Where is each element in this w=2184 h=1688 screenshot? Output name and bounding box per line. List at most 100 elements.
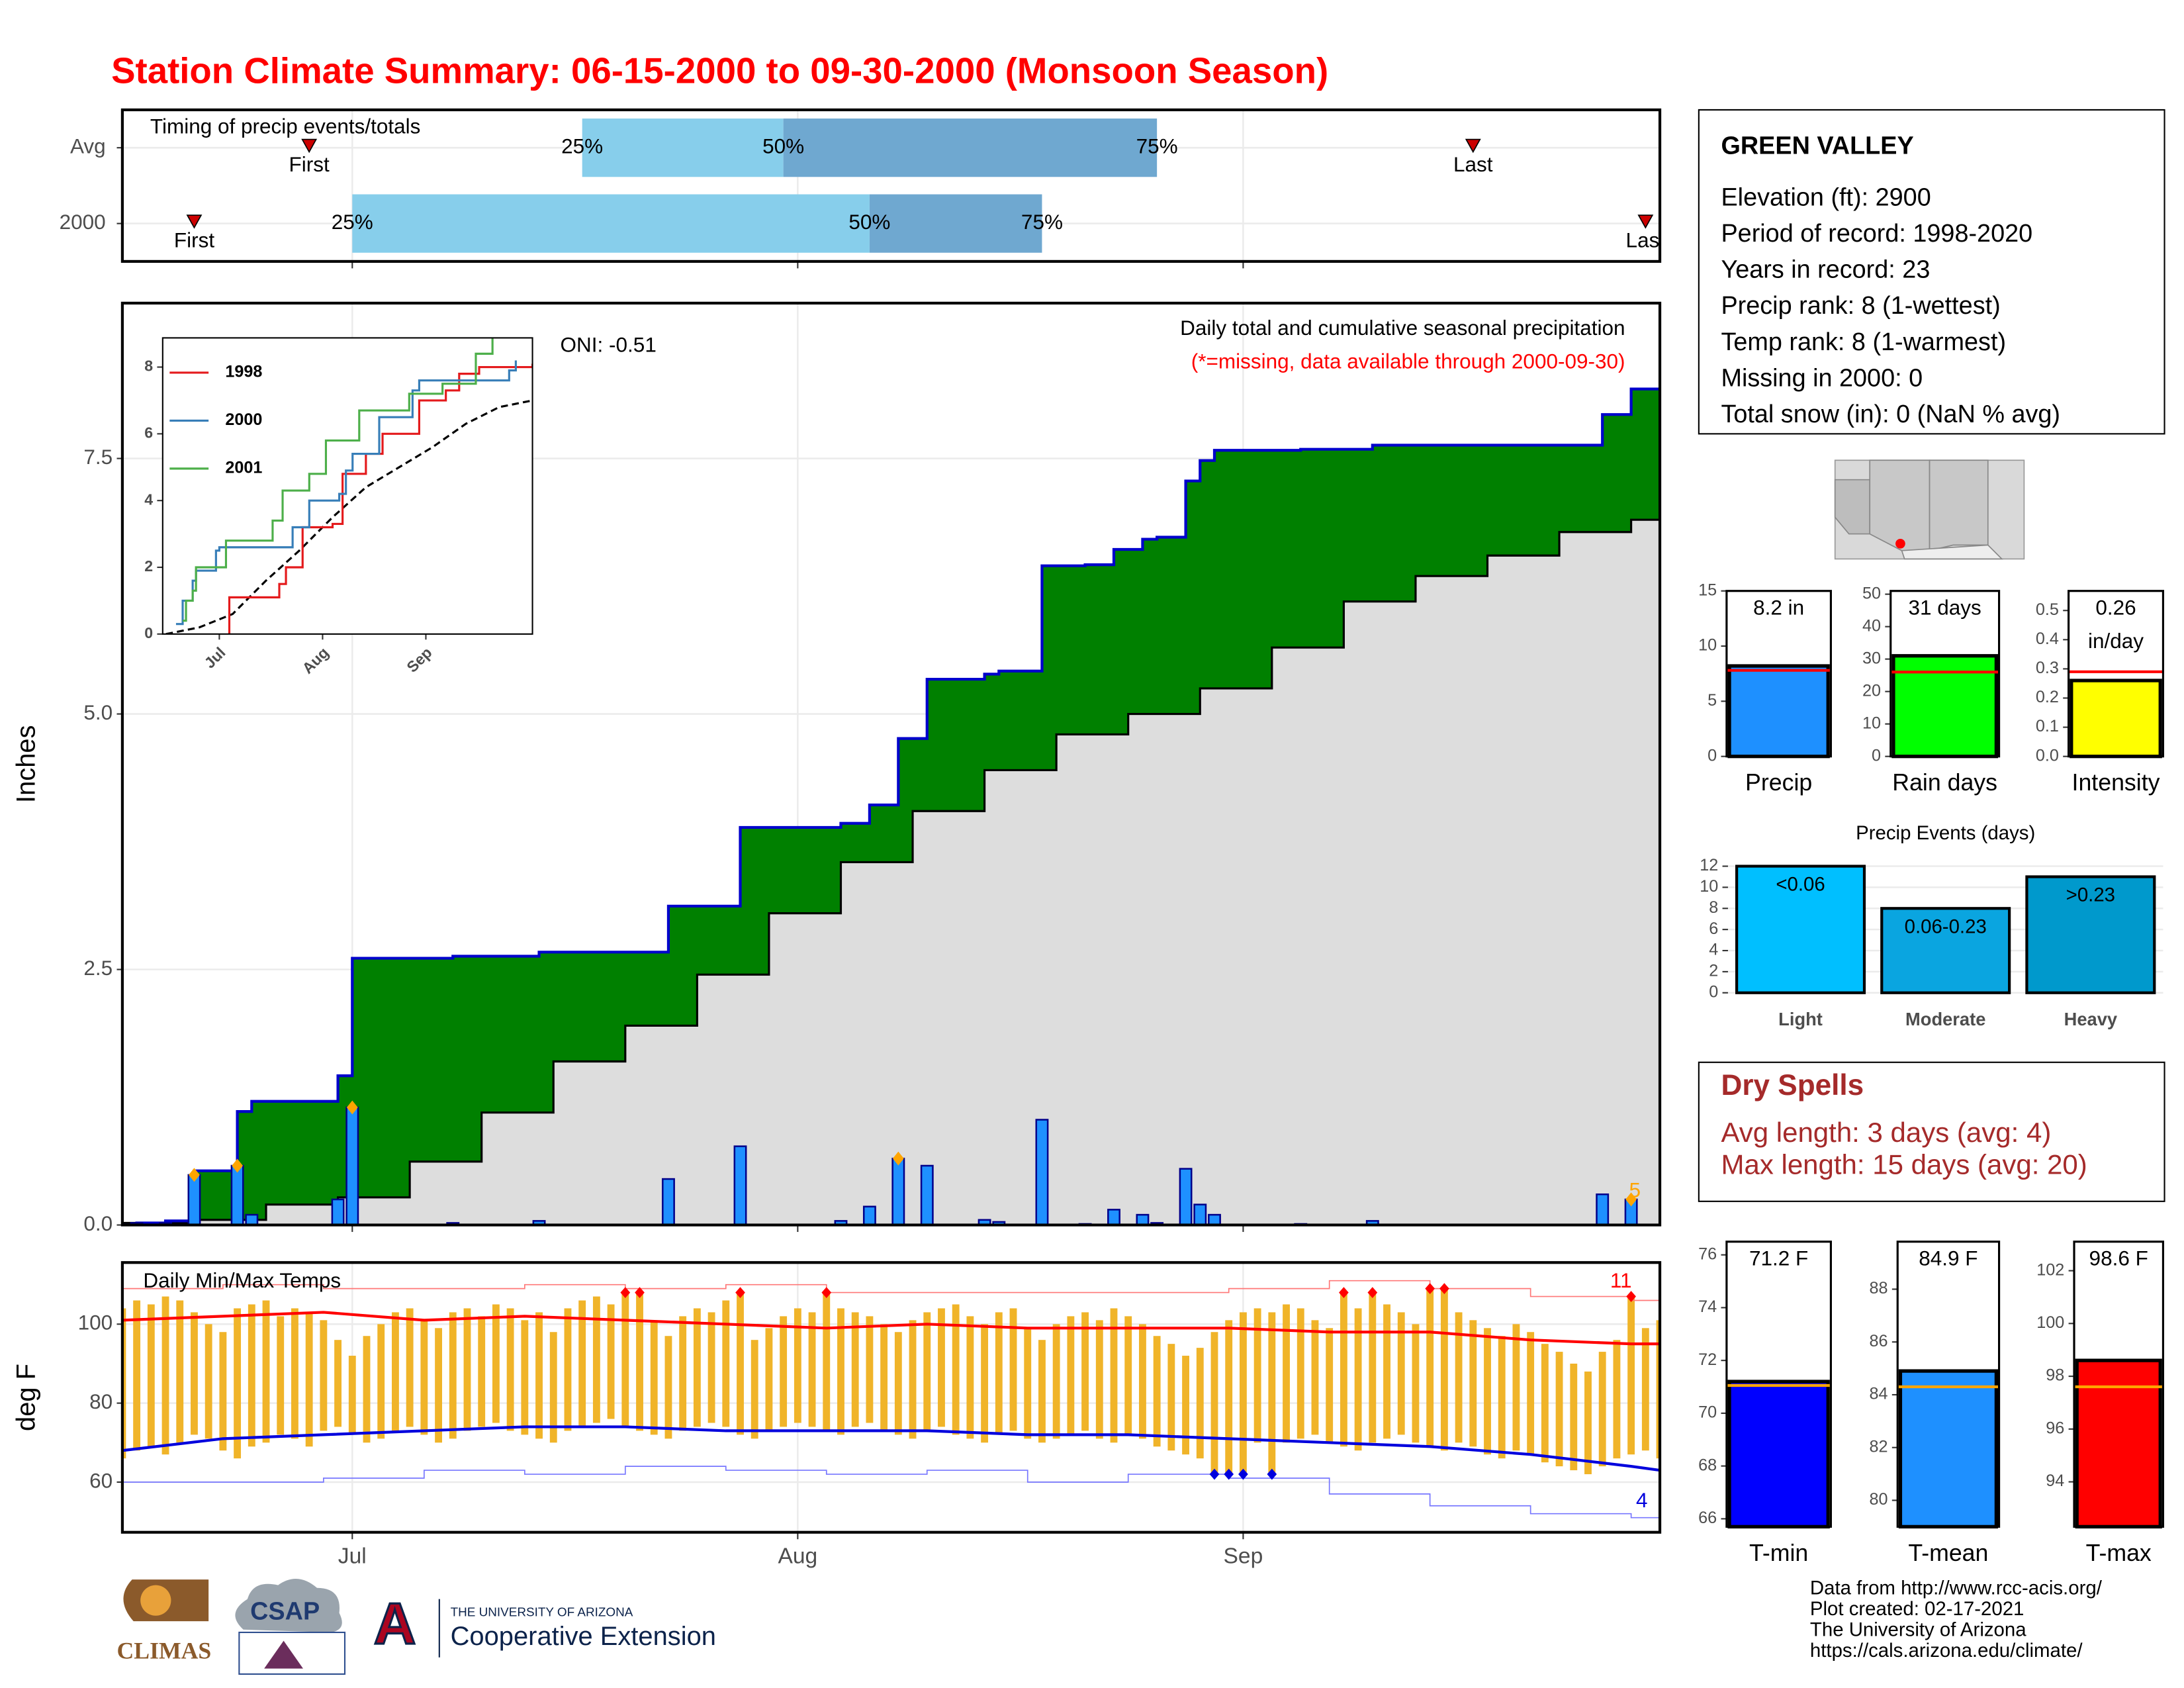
temp-range-bar: [909, 1320, 917, 1439]
y-tick-label: 0: [1707, 746, 1717, 765]
y-tick-label: 8: [144, 357, 153, 375]
y-tick-label: 74: [1698, 1297, 1717, 1316]
temp-range-bar: [780, 1316, 788, 1427]
legend-label: 2000: [225, 410, 262, 429]
daily-bar: [245, 1213, 259, 1225]
temp-range-bar: [966, 1316, 974, 1439]
quartile-label: 75%: [1021, 210, 1063, 234]
temp-range-bar: [578, 1300, 586, 1427]
temp-range-bar: [1527, 1332, 1535, 1455]
panel-frame: [1725, 1241, 1832, 1528]
bar: [1727, 664, 1830, 759]
dry-spells-line: Max length: 15 days (avg: 20): [1721, 1149, 2087, 1180]
panel-frame: [1896, 1241, 2001, 1528]
temp-range-bar: [1253, 1308, 1261, 1443]
quartile-label: 50%: [848, 210, 890, 234]
y-tick-label: 50: [1862, 584, 1881, 602]
avg-min-line: [122, 1425, 1661, 1472]
x-tick-label: Sep: [1224, 1544, 1263, 1568]
climas-logo: CLIMAS: [117, 1638, 212, 1664]
temp-range-bar: [478, 1316, 486, 1427]
temp-range-bar: [1196, 1348, 1204, 1459]
chart-subtitle: Daily total and cumulative seasonal prec…: [1180, 316, 1625, 340]
record-marker: [821, 1287, 832, 1298]
panel-frame: [1889, 590, 2001, 758]
temp-range-bar: [1009, 1308, 1017, 1431]
temp-range-bar: [406, 1308, 414, 1427]
y-tick-label: 10: [1698, 636, 1717, 655]
temp-range-bar: [1570, 1363, 1578, 1471]
ua-logo: A: [374, 1591, 416, 1656]
temp-range-bar: [1369, 1292, 1377, 1443]
temp-range-bar: [1311, 1320, 1319, 1435]
temp-range-bar: [1124, 1316, 1132, 1435]
x-tick-label: Light: [1778, 1009, 1823, 1029]
y-tick-label: 96: [2046, 1419, 2064, 1437]
temp-range-bar: [492, 1304, 500, 1423]
panel-frame: [1725, 590, 1832, 758]
quartile-bar: [783, 118, 1158, 177]
y-tick-label: 8: [1709, 898, 1718, 917]
panel-background: [162, 338, 533, 634]
temp-range-bar: [1139, 1324, 1146, 1439]
temp-range-bar: [391, 1312, 399, 1431]
temp-range-bar: [636, 1292, 643, 1431]
temp-range-bar: [363, 1336, 371, 1443]
y-tick-label: 2: [144, 557, 153, 575]
temp-range-bar: [1268, 1312, 1276, 1475]
y-tick-label: 98: [2046, 1366, 2064, 1385]
y-tick-label: 2: [1709, 962, 1718, 980]
bin-label: 0.06-0.23: [1905, 915, 1987, 937]
map-state: [1929, 459, 1989, 551]
station-line: Elevation (ft): 2900: [1721, 183, 1931, 211]
station-box: [1698, 109, 2165, 435]
y-tick-label: 5: [1707, 691, 1717, 710]
temp-range-bar: [1627, 1296, 1635, 1455]
daily-bar: [733, 1145, 747, 1225]
temp-range-bar: [1383, 1304, 1390, 1439]
temp-range-bar: [894, 1332, 902, 1435]
temp-range-bar: [1182, 1356, 1189, 1455]
daily-bar: [345, 1106, 359, 1225]
temp-range-bar: [1641, 1328, 1649, 1451]
record-high-count: 11: [1610, 1268, 1632, 1292]
quartile-label: 25%: [332, 210, 373, 234]
map-state: [1834, 479, 1871, 535]
y-tick-label: 80: [1870, 1490, 1888, 1509]
y-tick-label: 0.0: [2036, 746, 2059, 765]
bar: [2025, 875, 2156, 994]
temp-range-bar: [765, 1328, 773, 1431]
quartile-label: 75%: [1136, 134, 1178, 158]
y-tick-label: 10: [1862, 714, 1881, 732]
temp-range-bar: [320, 1320, 328, 1431]
timing-plot: Timing of precip events/totals 25% 50% 75% F…: [122, 115, 1666, 253]
temp-range-bar: [1038, 1340, 1046, 1443]
temp-range-bar: [262, 1300, 270, 1443]
temp-range-bar: [334, 1340, 342, 1427]
temp-range-bar: [880, 1324, 888, 1431]
temp-range-bar: [650, 1320, 658, 1435]
y-tick-label: 5.0: [83, 700, 113, 724]
event-label: Last: [1626, 228, 1666, 252]
footer-line: Data from http://www.rcc-acis.org/: [1810, 1577, 2103, 1599]
temp-range-bar: [1555, 1352, 1563, 1467]
y-axis-label: Inches: [12, 725, 41, 803]
station-line: Temp rank: 8 (1-warmest): [1721, 328, 2006, 356]
temp-range-bar: [1283, 1304, 1290, 1443]
temp-range-bar: [1498, 1336, 1506, 1459]
y-tick-label: 0.5: [2036, 600, 2059, 619]
y-tick-label: 20: [1862, 681, 1881, 700]
y-tick-label: 68: [1698, 1456, 1717, 1474]
temp-plot: [122, 1280, 1661, 1519]
average-line: [165, 399, 533, 634]
temp-range-bar: [161, 1296, 169, 1455]
event-marker: [1465, 138, 1481, 154]
y-tick-label: 60: [89, 1468, 113, 1492]
temp-range-bar: [1440, 1288, 1448, 1451]
event-label: First: [289, 152, 330, 176]
temp-title: Daily Min/Max Temps: [143, 1268, 341, 1292]
value-label: 31 days: [1908, 595, 1981, 619]
y-tick-label: 6: [1709, 919, 1718, 938]
x-tick-label: Jul: [338, 1544, 367, 1568]
temp-range-bar: [1225, 1320, 1233, 1475]
